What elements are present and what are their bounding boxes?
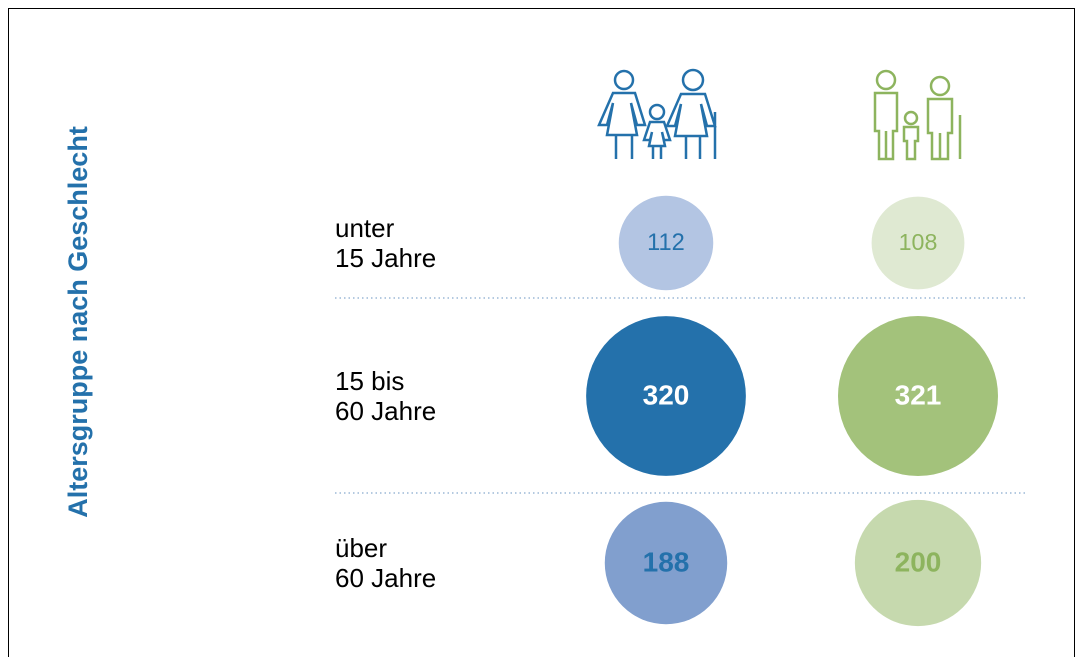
value-label: 108	[899, 229, 938, 255]
frame	[8, 8, 1075, 657]
chart-title: Altersgruppe nach Geschlecht	[63, 126, 93, 518]
bubble	[586, 316, 746, 476]
row-label: unter 15 Jahre	[335, 213, 437, 273]
row-label: 15 bis 60 Jahre	[335, 366, 437, 426]
value-label: 112	[647, 230, 685, 256]
bubble	[604, 501, 728, 625]
bubble	[854, 499, 982, 627]
value-label: 188	[643, 546, 690, 577]
value-label: 321	[895, 379, 942, 410]
value-label: 200	[895, 546, 942, 577]
value-label: 320	[643, 379, 690, 410]
bubble	[618, 195, 714, 291]
bubble	[871, 196, 965, 290]
male-icon	[873, 69, 962, 161]
row-label: über 60 Jahre	[335, 533, 437, 593]
female-icon	[597, 68, 717, 159]
bubble	[838, 316, 998, 476]
